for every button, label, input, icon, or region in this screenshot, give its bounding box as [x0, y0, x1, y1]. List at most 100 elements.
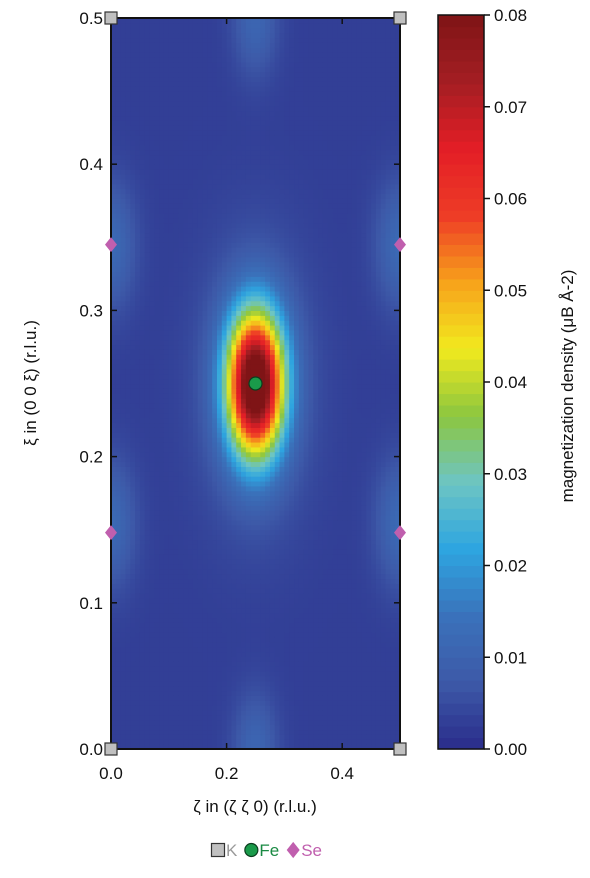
heatmap-cell [231, 344, 237, 350]
heatmap-cell [260, 402, 266, 409]
heatmap-cell [154, 578, 160, 584]
heatmap-cell [115, 271, 122, 277]
heatmap-cell [130, 646, 136, 653]
heatmap-cell [178, 510, 184, 516]
heatmap-cell [241, 441, 247, 448]
heatmap-cell [202, 456, 208, 463]
heatmap-cell [159, 373, 165, 380]
heatmap-cell [154, 242, 160, 248]
heatmap-cell [173, 734, 180, 740]
heatmap-cell [154, 441, 160, 448]
heatmap-cell [236, 705, 242, 711]
heatmap-cell [192, 476, 199, 482]
heatmap-cell [154, 95, 160, 102]
heatmap-cell [216, 32, 223, 39]
heatmap-cell [120, 266, 127, 273]
heatmap-cell [130, 476, 136, 482]
heatmap-cell [159, 159, 165, 165]
heatmap-cell [159, 641, 165, 648]
heatmap-cell [168, 695, 175, 701]
heatmap-cell [216, 52, 223, 58]
heatmap-cell [135, 222, 141, 229]
heatmap-cell [216, 471, 223, 477]
heatmap-cell [202, 437, 208, 443]
heatmap-cell [231, 164, 237, 170]
heatmap-cell [241, 217, 247, 224]
heatmap-cell [115, 695, 122, 701]
heatmap-cell [115, 242, 122, 248]
heatmap-cell [241, 81, 247, 87]
heatmap-cell [168, 573, 175, 580]
heatmap-cell [188, 627, 194, 633]
heatmap-cell [241, 56, 247, 63]
heatmap-cell [154, 56, 160, 63]
heatmap-cell [168, 461, 175, 467]
heatmap-cell [135, 100, 141, 107]
heatmap-cell [236, 125, 242, 131]
heatmap-cell [192, 22, 199, 29]
heatmap-cell [125, 446, 131, 453]
heatmap-cell [241, 91, 247, 97]
heatmap-cell [202, 27, 208, 34]
heatmap-cell [212, 139, 218, 146]
heatmap-cell [231, 578, 237, 584]
heatmap-cell [149, 622, 155, 628]
heatmap-cell [111, 471, 117, 477]
heatmap-cell [250, 593, 257, 599]
heatmap-cell [212, 178, 218, 185]
heatmap-cell [149, 237, 155, 243]
heatmap-cell [120, 120, 127, 126]
heatmap-cell [163, 675, 170, 682]
heatmap-cell [139, 622, 146, 628]
heatmap-cell [197, 471, 204, 477]
heatmap-cell [115, 42, 122, 48]
heatmap-cell [115, 544, 122, 550]
heatmap-cell [207, 18, 213, 24]
heatmap-cell [139, 159, 146, 165]
heatmap-cell [212, 705, 218, 711]
heatmap-cell [154, 388, 160, 394]
heatmap-cell [202, 461, 208, 467]
heatmap-cell [226, 100, 233, 107]
heatmap-cell [207, 563, 213, 570]
heatmap-cell [202, 641, 208, 648]
heatmap-cell [115, 671, 122, 677]
heatmap-cell [111, 203, 117, 209]
heatmap-cell [197, 480, 204, 487]
heatmap-cell [139, 130, 146, 136]
heatmap-cell [154, 344, 160, 350]
heatmap-cell [130, 627, 136, 633]
heatmap-cell [197, 334, 204, 341]
heatmap-cell [163, 251, 170, 258]
heatmap-cell [202, 18, 208, 24]
heatmap-cell [231, 500, 237, 506]
heatmap-cell [125, 451, 131, 458]
heatmap-cell [255, 588, 261, 594]
heatmap-cell [202, 208, 208, 214]
heatmap-cell [192, 685, 199, 692]
heatmap-cell [144, 305, 151, 311]
heatmap-cell [212, 266, 218, 273]
heatmap-cell [245, 549, 252, 555]
heatmap-cell [111, 534, 117, 541]
heatmap-cell [115, 461, 122, 467]
heatmap-cell [135, 71, 141, 78]
heatmap-cell [163, 422, 170, 428]
heatmap-cell [154, 305, 160, 311]
heatmap-cell [255, 695, 261, 701]
heatmap-cell [149, 242, 155, 248]
heatmap-cell [125, 441, 131, 448]
heatmap-cell [269, 524, 276, 531]
heatmap-cell [236, 66, 242, 73]
heatmap-cell [178, 325, 184, 331]
heatmap-cell [188, 480, 194, 487]
heatmap-cell [207, 656, 213, 662]
heatmap-cell [221, 724, 228, 731]
heatmap-cell [231, 105, 237, 112]
heatmap-cell [216, 193, 223, 199]
heatmap-cell [168, 602, 175, 609]
heatmap-cell [125, 744, 131, 749]
heatmap-cell [130, 18, 136, 24]
heatmap-cell [197, 271, 204, 277]
heatmap-cell [207, 539, 213, 545]
